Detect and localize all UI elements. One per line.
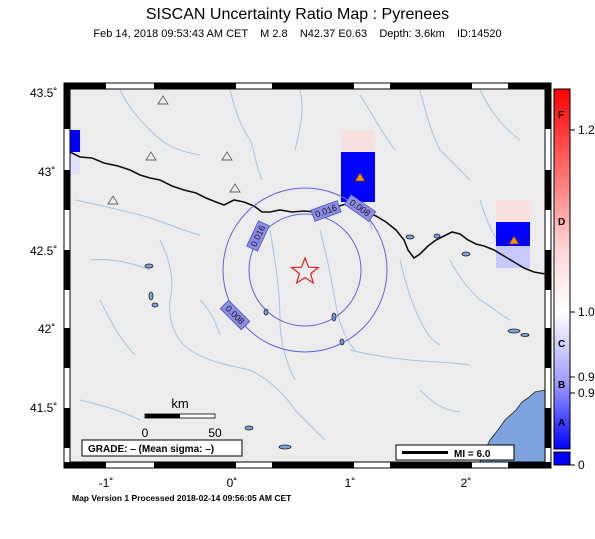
mi-text: MI = 6.0 xyxy=(454,449,491,460)
land-area xyxy=(70,89,545,462)
colorbar-tick: 0.9 xyxy=(578,370,595,384)
grade-box: GRADE: – (Mean sigma: –) xyxy=(82,440,242,456)
lat-label: 43.5˚ xyxy=(30,86,57,100)
mi-box: MI = 6.0 xyxy=(396,445,514,460)
colorbar-letter: A xyxy=(558,418,565,429)
colorbar: 1.2 1.0 0.9 0.9 0 F D C B A xyxy=(554,89,595,472)
lat-label: 42˚ xyxy=(38,322,55,336)
lon-label: 0˚ xyxy=(227,476,238,490)
lat-label: 43˚ xyxy=(38,165,55,179)
colorbar-letter: D xyxy=(558,217,565,228)
scale-bar-start: 0 xyxy=(142,426,149,440)
lat-label: 41.5˚ xyxy=(30,401,57,415)
colorbar-letter: F xyxy=(558,110,564,121)
colorbar-tick: 1.2 xyxy=(578,123,595,137)
grade-text: GRADE: – (Mean sigma: –) xyxy=(88,444,214,455)
lat-label: 42.5˚ xyxy=(30,244,57,258)
scale-bar-unit: km xyxy=(171,396,188,411)
colorbar-tick: 1.0 xyxy=(578,305,595,319)
lon-label: 1˚ xyxy=(345,476,356,490)
colorbar-letter: B xyxy=(558,380,565,391)
colorbar-tick: 0.9 xyxy=(578,386,595,400)
lon-label: 2˚ xyxy=(461,476,472,490)
colorbar-tick: 0 xyxy=(578,458,585,472)
processing-footer: Map Version 1 Processed 2018-02-14 09:56… xyxy=(72,493,291,503)
colorbar-letter: C xyxy=(558,339,565,350)
scale-bar-end: 50 xyxy=(208,426,222,440)
lon-label: -1˚ xyxy=(99,476,114,490)
